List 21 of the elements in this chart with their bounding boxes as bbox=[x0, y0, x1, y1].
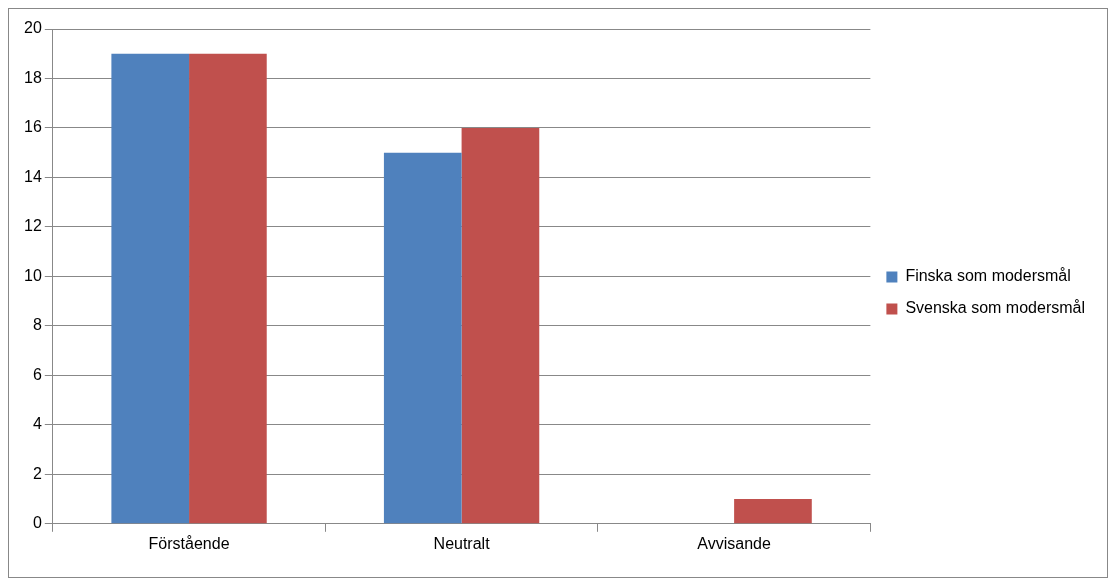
y-tick-label: 10 bbox=[24, 266, 42, 284]
y-tick-label: 4 bbox=[32, 415, 42, 433]
bar bbox=[111, 53, 190, 524]
bar bbox=[734, 499, 812, 524]
y-tick-label: 6 bbox=[32, 365, 42, 383]
bar bbox=[383, 152, 462, 524]
bar bbox=[189, 53, 267, 524]
y-tick-label: 2 bbox=[32, 464, 42, 482]
x-tick-label: Avvisande bbox=[697, 534, 771, 552]
y-tick-label: 12 bbox=[24, 217, 42, 235]
legend-label: Finska som modersmål bbox=[905, 267, 1071, 285]
x-tick-label: Förstående bbox=[148, 534, 230, 552]
y-tick-label: 14 bbox=[24, 167, 42, 185]
y-tick-label: 8 bbox=[32, 316, 42, 334]
y-tick-label: 0 bbox=[32, 514, 42, 532]
y-tick-label: 18 bbox=[24, 68, 42, 86]
y-tick-label: 20 bbox=[24, 19, 42, 37]
bar bbox=[461, 127, 540, 524]
legend-label: Svenska som modersmål bbox=[905, 299, 1086, 317]
y-tick-label: 16 bbox=[24, 118, 42, 136]
x-tick-label: Neutralt bbox=[433, 534, 491, 552]
